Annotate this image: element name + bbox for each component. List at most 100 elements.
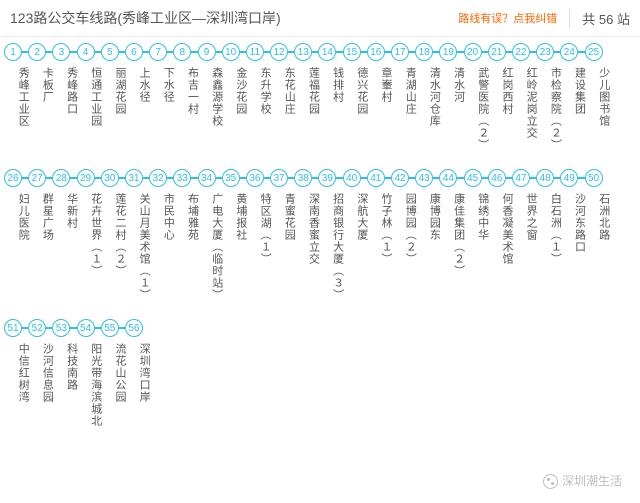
stop-number[interactable]: 30 — [101, 169, 119, 187]
stop-number[interactable]: 26 — [4, 169, 22, 187]
stop-number[interactable]: 13 — [294, 43, 312, 61]
stop-name[interactable]: 锦绣中华 — [464, 191, 488, 301]
stop-name[interactable]: 青蜜花园 — [270, 191, 294, 301]
stop-number[interactable]: 14 — [318, 43, 336, 61]
stop-name[interactable]: 德兴花园 — [343, 65, 367, 151]
stop-number[interactable]: 54 — [77, 319, 95, 337]
stop-name[interactable]: 少儿图书馆 — [585, 65, 609, 151]
stop-name[interactable]: 秀峰工业区 — [4, 65, 28, 151]
stop-number[interactable]: 37 — [270, 169, 288, 187]
stop-number[interactable]: 46 — [488, 169, 506, 187]
stop-name[interactable]: 关山月美术馆（１） — [125, 191, 149, 301]
stop-name[interactable]: 妇儿医院 — [4, 191, 28, 301]
stop-name[interactable]: 中信红树湾 — [4, 341, 28, 427]
stop-number[interactable]: 21 — [488, 43, 506, 61]
stop-number[interactable]: 6 — [125, 43, 143, 61]
stop-name[interactable]: 深圳湾口岸 — [125, 341, 149, 427]
stop-number[interactable]: 20 — [464, 43, 482, 61]
stop-name[interactable]: 康博园东 — [415, 191, 439, 301]
stop-number[interactable]: 24 — [560, 43, 578, 61]
stop-number[interactable]: 4 — [77, 43, 95, 61]
stop-number[interactable]: 1 — [4, 43, 22, 61]
stop-name[interactable]: 金沙花园 — [222, 65, 246, 151]
stop-number[interactable]: 38 — [294, 169, 312, 187]
stop-number[interactable]: 22 — [512, 43, 530, 61]
stop-name[interactable]: 石洲北路 — [585, 191, 609, 301]
stop-number[interactable]: 10 — [222, 43, 240, 61]
stop-name[interactable]: 建设集团 — [560, 65, 584, 151]
stop-name[interactable]: 群星广场 — [28, 191, 52, 301]
stop-name[interactable]: 康佳集团（２） — [439, 191, 463, 301]
stop-number[interactable]: 17 — [391, 43, 409, 61]
stop-name[interactable]: 沙河东路口 — [560, 191, 584, 301]
stop-number[interactable]: 23 — [536, 43, 554, 61]
stop-number[interactable]: 29 — [77, 169, 95, 187]
stop-number[interactable]: 31 — [125, 169, 143, 187]
stop-name[interactable]: 清水河仓库 — [415, 65, 439, 151]
stop-name[interactable]: 市检察院（２） — [536, 65, 560, 151]
stop-name[interactable]: 章輋村 — [367, 65, 391, 151]
stop-name[interactable]: 丽湖花园 — [101, 65, 125, 151]
stop-number[interactable]: 40 — [343, 169, 361, 187]
stop-number[interactable]: 18 — [415, 43, 433, 61]
stop-name[interactable]: 下水径 — [149, 65, 173, 151]
stop-number[interactable]: 53 — [52, 319, 70, 337]
stop-number[interactable]: 7 — [149, 43, 167, 61]
stop-name[interactable]: 武警医院（２） — [464, 65, 488, 151]
stop-name[interactable]: 红岗西村 — [488, 65, 512, 151]
stop-name[interactable]: 市民中心 — [149, 191, 173, 301]
stop-number[interactable]: 28 — [52, 169, 70, 187]
stop-number[interactable]: 16 — [367, 43, 385, 61]
stop-number[interactable]: 41 — [367, 169, 385, 187]
stop-number[interactable]: 50 — [585, 169, 603, 187]
stop-name[interactable]: 秀峰路口 — [52, 65, 76, 151]
stop-name[interactable]: 东升学校 — [246, 65, 270, 151]
stop-number[interactable]: 5 — [101, 43, 119, 61]
stop-name[interactable]: 阳光带海滨城北 — [77, 341, 101, 427]
stop-number[interactable]: 49 — [560, 169, 578, 187]
stop-name[interactable]: 花卉世界（１） — [77, 191, 101, 301]
stop-number[interactable]: 15 — [343, 43, 361, 61]
stop-name[interactable]: 莲花二村（２） — [101, 191, 125, 301]
stop-name[interactable]: 华新村 — [52, 191, 76, 301]
stop-number[interactable]: 11 — [246, 43, 264, 61]
stop-name[interactable]: 科技南路 — [52, 341, 76, 427]
stop-number[interactable]: 9 — [198, 43, 216, 61]
stop-number[interactable]: 45 — [464, 169, 482, 187]
stop-name[interactable]: 东花山庄 — [270, 65, 294, 151]
stop-number[interactable]: 33 — [173, 169, 191, 187]
stop-name[interactable]: 流花山公园 — [101, 341, 125, 427]
stop-name[interactable]: 清水河 — [439, 65, 463, 151]
stop-name[interactable]: 青湖山庄 — [391, 65, 415, 151]
stop-number[interactable]: 36 — [246, 169, 264, 187]
stop-number[interactable]: 42 — [391, 169, 409, 187]
stop-name[interactable]: 白石洲（１） — [536, 191, 560, 301]
stop-name[interactable]: 布吉一村 — [173, 65, 197, 151]
stop-number[interactable]: 27 — [28, 169, 46, 187]
stop-number[interactable]: 3 — [52, 43, 70, 61]
stop-number[interactable]: 32 — [149, 169, 167, 187]
stop-name[interactable]: 布埔雅苑 — [173, 191, 197, 301]
stop-number[interactable]: 52 — [28, 319, 46, 337]
stop-name[interactable]: 上水径 — [125, 65, 149, 151]
stop-number[interactable]: 48 — [536, 169, 554, 187]
stop-name[interactable]: 红岭泥岗立交 — [512, 65, 536, 151]
stop-number[interactable]: 19 — [439, 43, 457, 61]
stop-name[interactable]: 沙河信息园 — [28, 341, 52, 427]
stop-name[interactable]: 钱排村 — [318, 65, 342, 151]
stop-name[interactable]: 莲福花园 — [294, 65, 318, 151]
stop-number[interactable]: 2 — [28, 43, 46, 61]
stop-name[interactable]: 园博园（２） — [391, 191, 415, 301]
stop-number[interactable]: 43 — [415, 169, 433, 187]
stop-name[interactable]: 深南香蜜立交 — [294, 191, 318, 301]
stop-number[interactable]: 25 — [585, 43, 603, 61]
stop-name[interactable]: 竹子林（１） — [367, 191, 391, 301]
stop-number[interactable]: 12 — [270, 43, 288, 61]
stop-name[interactable]: 世界之窗 — [512, 191, 536, 301]
stop-number[interactable]: 8 — [173, 43, 191, 61]
stop-name[interactable]: 广电大厦（临时站） — [198, 191, 222, 301]
stop-name[interactable]: 特区湖（１） — [246, 191, 270, 301]
report-error-link[interactable]: 路线有误？点我纠错 — [458, 10, 557, 26]
stop-name[interactable]: 森鑫源学校 — [198, 65, 222, 151]
stop-number[interactable]: 34 — [198, 169, 216, 187]
